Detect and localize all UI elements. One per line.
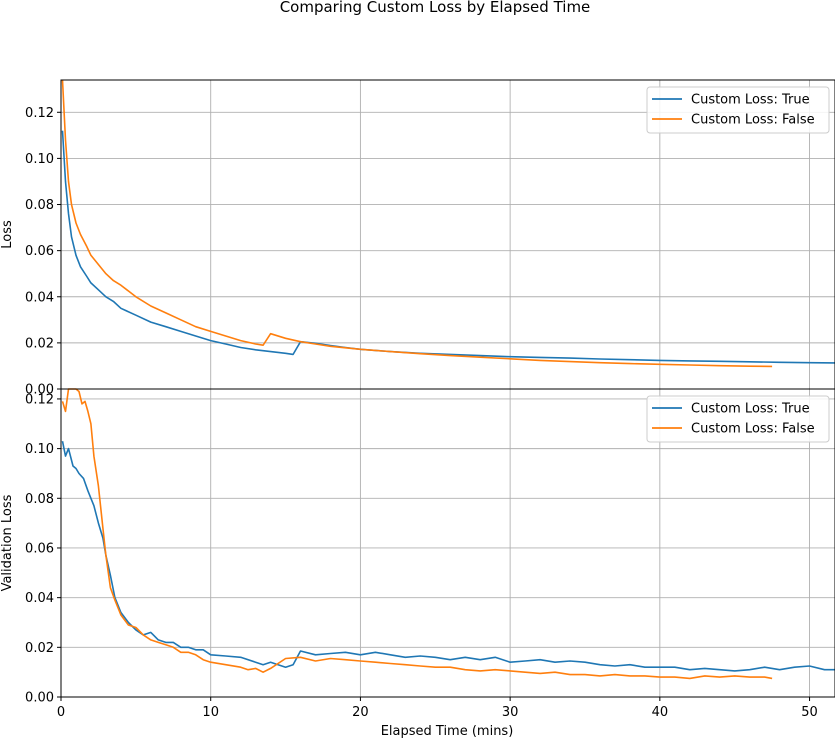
legend-box xyxy=(646,86,830,134)
y-tick-label: 0.12 xyxy=(25,392,54,407)
x-tick-label: 30 xyxy=(502,705,519,720)
x-tick-label: 40 xyxy=(652,705,669,720)
legend-label: Custom Loss: False xyxy=(691,422,815,437)
validation-loss-panel: 0.00 0.02 0.04 0.06 0.08 0.10 0.12 0 10 20 30 40 50 V… xyxy=(0,388,835,720)
y-tick-label: 0.08 xyxy=(25,492,54,507)
series-line-custom-loss-true xyxy=(61,441,835,672)
y-tick-label: 0.10 xyxy=(25,442,54,457)
y-axis-label: Validation Loss xyxy=(0,494,15,591)
series-line-custom-loss-false xyxy=(61,79,773,368)
y-tick-label: 0.12 xyxy=(25,106,54,121)
y-tick-label: 0.00 xyxy=(25,691,54,706)
legend-label: Custom Loss: False xyxy=(691,113,815,128)
y-tick-label: 0.08 xyxy=(25,198,54,213)
legend-box xyxy=(646,395,830,443)
x-tick-label: 10 xyxy=(202,705,219,720)
y-tick-label: 0.02 xyxy=(25,641,54,656)
chart-title: Comparing Custom Loss by Elapsed Time xyxy=(280,0,591,16)
series-line-custom-loss-false xyxy=(61,388,773,680)
y-tick-label: 0.02 xyxy=(25,336,54,351)
y-tick-label: 0.10 xyxy=(25,152,54,167)
x-tick-label: 0 xyxy=(57,705,65,720)
axes-frame xyxy=(60,388,835,698)
x-tick-label: 20 xyxy=(352,705,369,720)
x-axis-label: Elapsed Time (mins) xyxy=(381,724,514,739)
y-tick-label: 0.04 xyxy=(25,290,54,305)
loss-panel: 0.00 0.02 0.04 0.06 0.08 0.10 0.12 Loss Custom L… xyxy=(0,79,835,398)
x-tick-label: 50 xyxy=(801,705,818,720)
legend-label: Custom Loss: True xyxy=(691,93,810,108)
y-tick-label: 0.06 xyxy=(25,541,54,556)
y-tick-label: 0.04 xyxy=(25,591,54,606)
y-tick-label: 0.06 xyxy=(25,244,54,259)
legend-label: Custom Loss: True xyxy=(691,402,810,417)
y-axis-label: Loss xyxy=(0,220,15,249)
y-tick-label: 0.00 xyxy=(25,383,54,398)
series-line-custom-loss-true xyxy=(61,130,835,364)
